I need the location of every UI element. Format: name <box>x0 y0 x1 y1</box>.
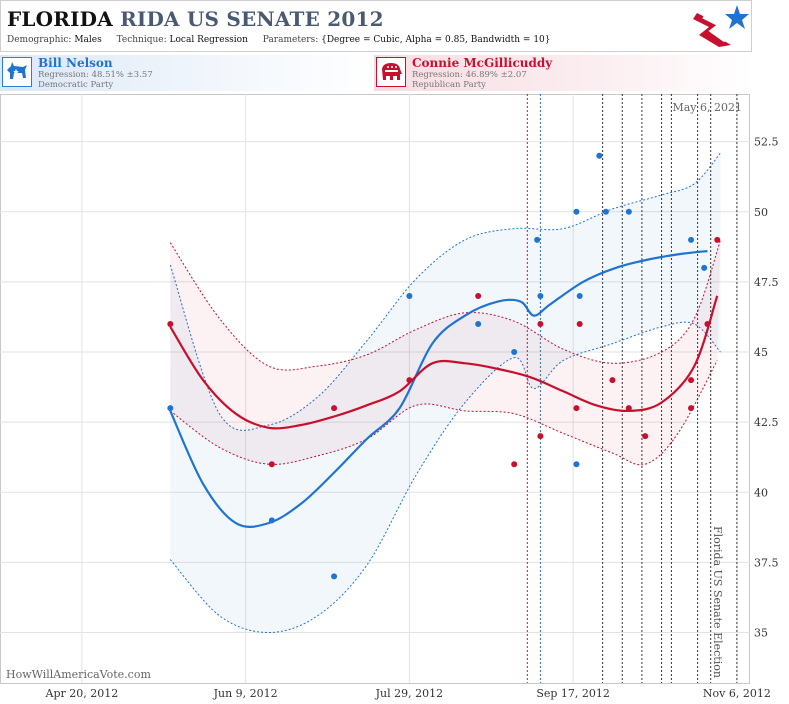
democrat-regression: Regression: 48.51% ±3.57 <box>38 70 153 80</box>
mcgillicuddy-poll-point <box>714 236 721 243</box>
mcgillicuddy-poll-point <box>167 320 174 327</box>
nelson-poll-point <box>406 292 413 299</box>
mcgillicuddy-poll-point <box>537 320 544 327</box>
mcgillicuddy-poll-point <box>573 405 580 412</box>
mcgillicuddy-poll-point <box>576 320 583 327</box>
y-tick-label: 52.5 <box>754 136 779 149</box>
republican-party: Republican Party <box>412 80 486 90</box>
republican-regression: Regression: 46.89% ±2.07 <box>412 70 527 80</box>
title-year: 2012 <box>327 7 384 31</box>
y-tick-label: 40 <box>754 486 768 499</box>
y-tick-label: 37.5 <box>754 556 779 569</box>
donkey-icon <box>2 57 32 87</box>
title-state: FLORIDA <box>7 7 113 31</box>
nelson-poll-point <box>537 292 544 299</box>
y-tick-label: 45 <box>754 346 768 359</box>
nelson-poll-point <box>602 208 609 215</box>
mcgillicuddy-poll-point <box>688 405 695 412</box>
candidate-card-republican: Connie McGillicuddy Regression: 46.89% ±… <box>374 55 752 91</box>
mcgillicuddy-poll-point <box>625 405 632 412</box>
confidence-band-layer <box>169 152 721 634</box>
mcgillicuddy-poll-point <box>688 377 695 384</box>
mcgillicuddy-poll-point <box>537 433 544 440</box>
republican-name: Connie McGillicuddy <box>412 56 553 70</box>
nelson-poll-point <box>596 152 603 159</box>
watermark-text: HowWillAmericaVote.com <box>6 668 151 681</box>
x-tick-label: Jun 9, 2012 <box>213 687 278 700</box>
data-point-layer <box>167 152 721 580</box>
chart-parameters: Demographic: Males Technique: Local Regr… <box>7 35 551 45</box>
y-tick-label: 35 <box>754 627 768 640</box>
nelson-poll-point <box>688 236 695 243</box>
nelson-trend-line <box>169 250 708 528</box>
mcgillicuddy-poll-point <box>609 377 616 384</box>
mcgillicuddy-upper-bound-line <box>169 239 721 371</box>
demographic-value: Males <box>74 35 102 45</box>
mcgillicuddy-poll-point <box>331 405 338 412</box>
x-tick-label: Nov 6, 2012 <box>703 687 771 700</box>
mcgillicuddy-poll-point <box>704 320 711 327</box>
nelson-poll-point <box>331 573 338 580</box>
democrat-name: Bill Nelson <box>38 56 113 70</box>
nelson-poll-point <box>511 349 518 356</box>
nelson-poll-point <box>268 517 275 524</box>
mcgillicuddy-confidence-band <box>170 239 721 465</box>
y-tick-label: 50 <box>754 206 768 219</box>
x-tick-label: Apr 20, 2012 <box>45 687 119 700</box>
x-tick-label: Sep 17, 2012 <box>536 687 610 700</box>
x-tick-label: Jul 29, 2012 <box>375 687 444 700</box>
mcgillicuddy-poll-point <box>268 461 275 468</box>
elephant-icon <box>376 57 406 87</box>
axis-layer: 35 37.5 40 42.5 45 47.5 50 52.5 Apr 20, 2012 Jun … <box>45 136 779 700</box>
election-day-label: Florida US Senate Election <box>711 526 724 678</box>
parameters-label: Parameters: <box>262 35 319 45</box>
mcgillicuddy-trend-line <box>169 295 719 430</box>
nelson-poll-point <box>573 208 580 215</box>
site-logo-icon <box>693 5 749 47</box>
grid-layer <box>0 94 750 684</box>
y-tick-label: 42.5 <box>754 416 779 429</box>
nelson-confidence-band <box>170 152 721 633</box>
nelson-poll-point <box>475 320 482 327</box>
nelson-poll-point <box>167 405 174 412</box>
mcgillicuddy-lower-bound-line <box>170 360 718 466</box>
mcgillicuddy-poll-point <box>511 461 518 468</box>
chart-date-stamp: May 6, 2021 <box>672 101 742 114</box>
mcgillicuddy-poll-point <box>475 292 482 299</box>
technique-label: Technique: <box>116 35 167 45</box>
mcgillicuddy-poll-point <box>642 433 649 440</box>
parameters-value: {Degree = Cubic, Alpha = 0.85, Bandwidth… <box>321 35 551 45</box>
candidate-card-democrat: Bill Nelson Regression: 48.51% ±3.57 Dem… <box>0 55 380 91</box>
technique-value: Local Regression <box>169 35 248 45</box>
plot-frame <box>0 94 750 684</box>
y-tick-label: 47.5 <box>754 276 779 289</box>
header-panel: FLORIDA RIDA US SENATE 2012 Demographic:… <box>0 0 752 52</box>
democrat-party: Democratic Party <box>38 80 114 90</box>
nelson-poll-point <box>534 236 541 243</box>
nelson-poll-point <box>576 292 583 299</box>
trend-line-layer <box>169 250 719 528</box>
mcgillicuddy-poll-point <box>406 377 413 384</box>
polling-chart: 35 37.5 40 42.5 45 47.5 50 52.5 Apr 20, 2012 Jun … <box>0 94 779 700</box>
nelson-poll-point <box>573 461 580 468</box>
nelson-poll-point <box>701 264 708 271</box>
nelson-poll-point <box>625 208 632 215</box>
nelson-lower-bound-line <box>169 321 721 634</box>
title-race: RIDA US SENATE <box>120 7 321 31</box>
demographic-label: Demographic: <box>7 35 72 45</box>
nelson-upper-bound-line <box>169 152 721 431</box>
page-title: FLORIDA RIDA US SENATE 2012 <box>7 7 384 31</box>
